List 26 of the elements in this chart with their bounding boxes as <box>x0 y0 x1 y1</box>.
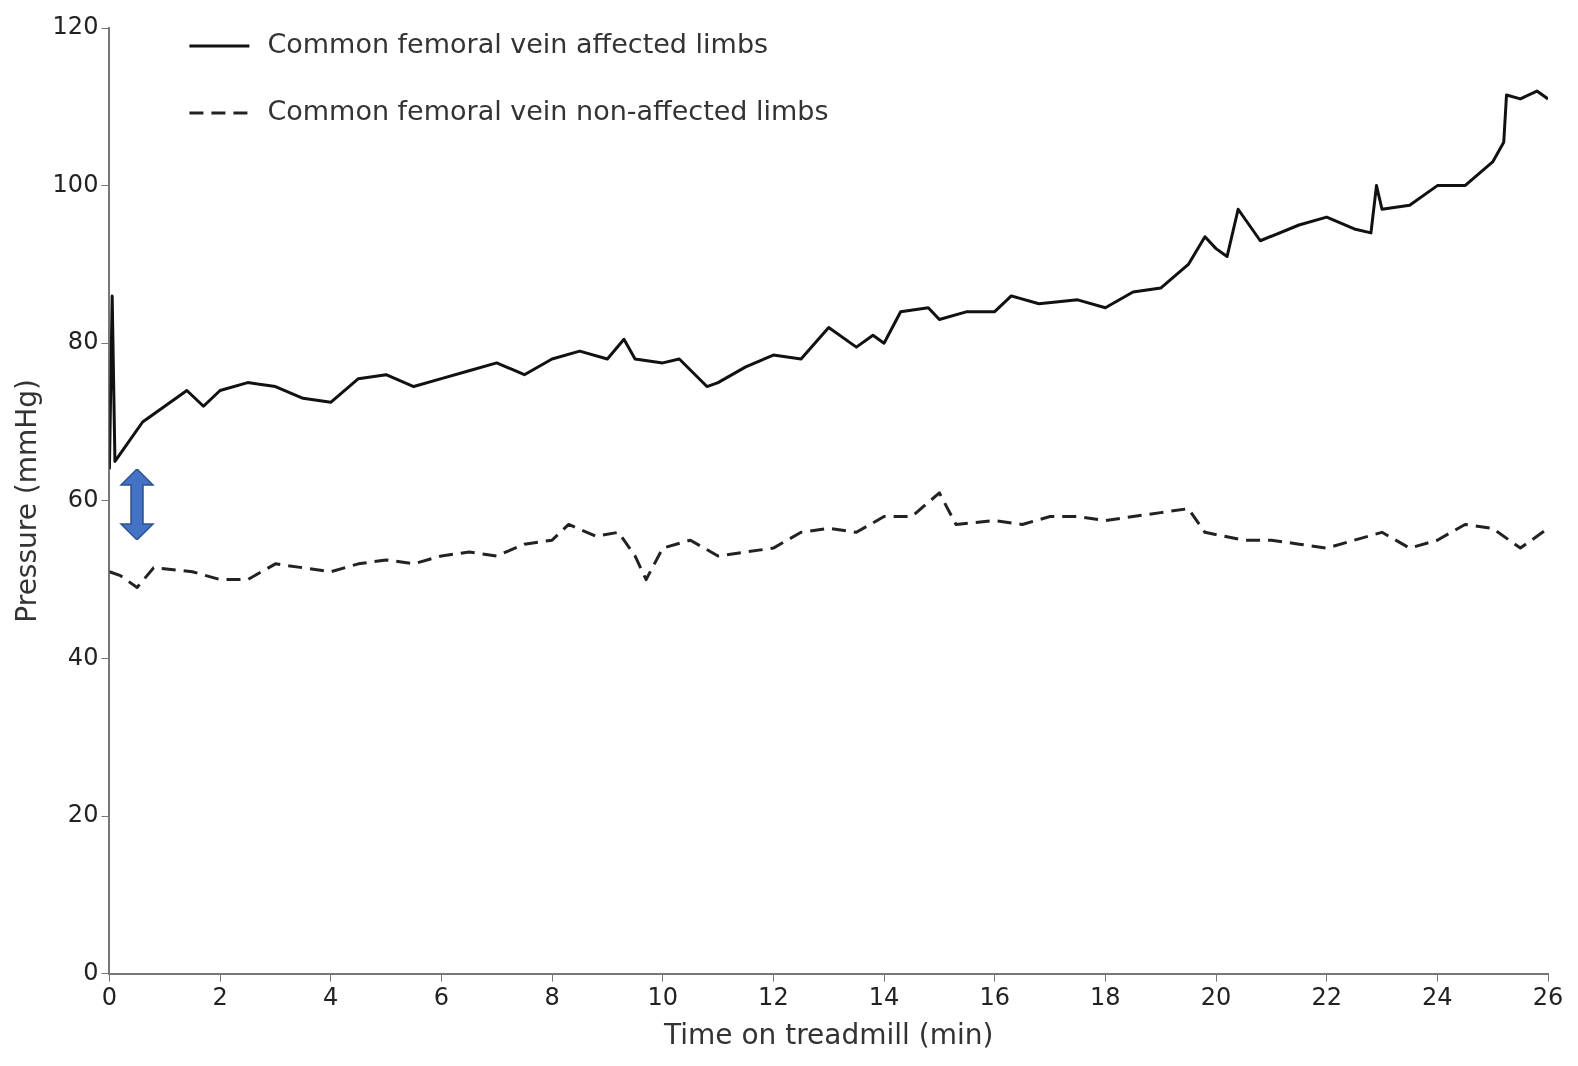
y-tick-label: 120 <box>52 12 99 41</box>
x-tick-label: 6 <box>433 983 450 1012</box>
x-axis-title: Time on treadmill (min) <box>663 1018 994 1052</box>
x-tick-label: 2 <box>212 983 228 1012</box>
y-tick-label: 100 <box>52 169 99 198</box>
x-tick-label: 14 <box>868 983 900 1012</box>
legend-label: Common femoral vein affected limbs <box>267 28 769 60</box>
x-tick-label: 18 <box>1090 983 1121 1012</box>
x-tick-label: 0 <box>101 983 118 1012</box>
x-tick-label: 4 <box>323 983 339 1012</box>
x-tick-label: 24 <box>1422 983 1453 1012</box>
legend-label: Common femoral vein non-affected limbs <box>267 95 829 127</box>
x-tick-label: 16 <box>979 983 1010 1012</box>
x-tick-label: 8 <box>544 983 560 1012</box>
y-tick-label: 0 <box>83 957 99 986</box>
y-tick-label: 80 <box>67 327 99 356</box>
x-tick-label: 20 <box>1200 983 1232 1012</box>
y-axis-title: Pressure (mmHg) <box>10 378 44 623</box>
x-tick-label: 22 <box>1311 983 1342 1012</box>
x-tick-label: 10 <box>647 983 678 1012</box>
line-series <box>109 491 1548 589</box>
y-tick-label: 20 <box>67 800 99 829</box>
x-tick-label: 12 <box>758 983 789 1012</box>
y-tick-label: 40 <box>67 642 99 671</box>
y-tick-label: 60 <box>67 485 99 514</box>
x-tick-label: 26 <box>1532 983 1564 1012</box>
